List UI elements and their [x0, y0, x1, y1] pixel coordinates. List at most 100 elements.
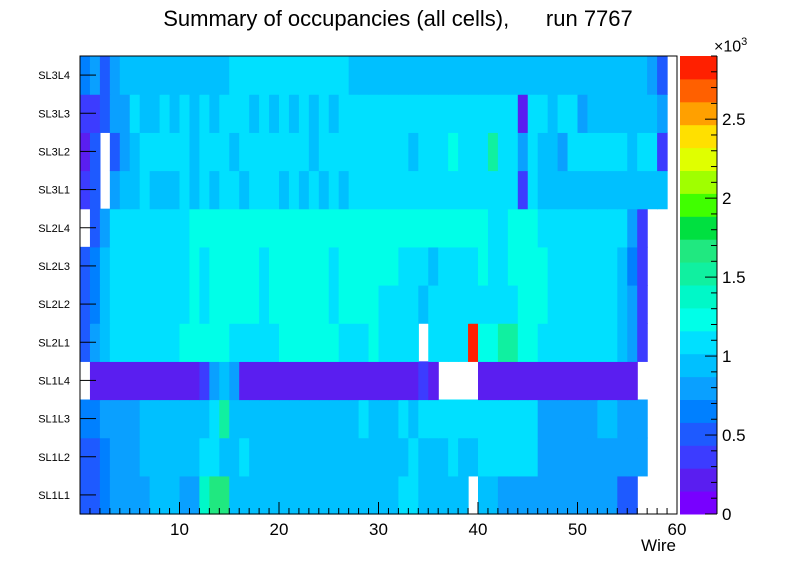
- heatmap-cell: [259, 285, 270, 324]
- z-tick-label: 1.5: [722, 268, 746, 287]
- heatmap-cell: [487, 94, 499, 133]
- heatmap-cell: [348, 56, 360, 95]
- heatmap-cell: [438, 56, 449, 95]
- heatmap-cell: [637, 323, 648, 362]
- heatmap-cell: [109, 246, 121, 286]
- heatmap-cell: [338, 132, 350, 172]
- y-tick-label: SL3L3: [38, 108, 70, 120]
- heatmap-cell: [378, 208, 390, 248]
- heatmap-cell: [438, 94, 449, 133]
- heatmap-cell: [288, 170, 300, 210]
- heatmap-cell: [557, 170, 569, 210]
- heatmap-cell: [398, 132, 409, 172]
- heatmap-cell: [547, 361, 559, 401]
- heatmap-cell: [149, 399, 161, 439]
- heatmap-cell: [587, 323, 598, 362]
- heatmap-cell: [149, 361, 161, 401]
- heatmap-cell: [567, 437, 579, 477]
- palette-step: [680, 193, 717, 217]
- heatmap-cell: [179, 437, 191, 477]
- heatmap-cell: [567, 285, 579, 324]
- heatmap-cell: [109, 437, 121, 477]
- y-tick-label: SL1L1: [38, 490, 70, 502]
- heatmap-cell: [627, 399, 638, 439]
- heatmap-cell: [129, 208, 141, 248]
- heatmap-cell: [269, 361, 280, 401]
- heatmap-cell: [527, 361, 539, 401]
- heatmap-cell: [318, 56, 330, 95]
- heatmap-cell: [527, 285, 539, 324]
- heatmap-cell: [438, 208, 449, 248]
- heatmap-cell: [269, 246, 280, 286]
- heatmap-cell: [617, 475, 628, 515]
- heatmap-cell: [269, 323, 280, 362]
- heatmap-cell: [497, 285, 509, 324]
- heatmap-cell: [239, 323, 250, 362]
- heatmap-cell: [109, 56, 121, 95]
- heatmap-cell: [478, 323, 489, 362]
- palette-step: [680, 170, 717, 194]
- heatmap-cell: [288, 399, 300, 439]
- heatmap-cell: [607, 94, 618, 133]
- heatmap-cell: [179, 323, 191, 362]
- heatmap-cell: [597, 285, 608, 324]
- heatmap-cell: [179, 475, 191, 515]
- heatmap-cell: [109, 208, 121, 248]
- heatmap-cell: [259, 361, 270, 401]
- heatmap-cell: [468, 399, 479, 439]
- heatmap-cell: [159, 361, 171, 401]
- z-tick-label: 2.5: [722, 110, 746, 129]
- heatmap-cell: [657, 170, 668, 210]
- heatmap-cell: [527, 323, 539, 362]
- heatmap-cell: [99, 94, 111, 133]
- heatmap-cell: [338, 246, 350, 286]
- heatmap-cell: [169, 475, 181, 515]
- heatmap-cell: [507, 475, 519, 515]
- heatmap-cell: [607, 132, 618, 172]
- heatmap-cell: [229, 285, 240, 324]
- heatmap-cell: [139, 285, 151, 324]
- palette-step: [680, 124, 717, 149]
- heatmap-cell: [577, 361, 589, 401]
- heatmap-cell: [358, 170, 370, 210]
- heatmap-cell: [219, 399, 230, 439]
- heatmap-cell: [328, 323, 340, 362]
- heatmap-cell: [219, 56, 230, 95]
- heatmap-cell: [587, 285, 598, 324]
- heatmap-cell: [567, 170, 579, 210]
- heatmap-cell: [627, 132, 638, 172]
- z-tick-label: 1: [722, 347, 731, 366]
- heatmap-cell: [348, 285, 360, 324]
- heatmap-cell: [139, 94, 151, 133]
- heatmap-cell: [328, 399, 340, 439]
- heatmap-cell: [537, 246, 549, 286]
- heatmap-cell: [328, 132, 340, 172]
- heatmap-cell: [458, 208, 469, 248]
- heatmap-cell: [527, 208, 539, 248]
- heatmap-cell: [189, 437, 200, 477]
- heatmap-cell: [378, 399, 390, 439]
- heatmap-cell: [637, 208, 648, 248]
- heatmap-cell: [308, 399, 320, 439]
- heatmap-cell: [298, 399, 310, 439]
- heatmap-cell: [547, 323, 559, 362]
- heatmap-cell: [428, 56, 439, 95]
- heatmap-cell: [279, 208, 290, 248]
- heatmap-cell: [507, 132, 519, 172]
- heatmap-cell: [487, 323, 499, 362]
- heatmap-cell: [288, 56, 300, 95]
- heatmap-cell: [627, 208, 638, 248]
- heatmap-cell: [368, 361, 380, 401]
- heatmap-cell: [468, 94, 479, 133]
- heatmap-cell: [448, 246, 459, 286]
- heatmap-cell: [517, 285, 529, 324]
- heatmap-cell: [577, 399, 589, 439]
- heatmap-cell: [428, 208, 439, 248]
- heatmap-cell: [507, 437, 519, 477]
- heatmap-cell: [537, 399, 549, 439]
- heatmap-cell: [577, 208, 589, 248]
- palette-step: [680, 285, 717, 309]
- heatmap-cell: [517, 437, 529, 477]
- heatmap-cell: [458, 170, 469, 210]
- heatmap-cell: [597, 132, 608, 172]
